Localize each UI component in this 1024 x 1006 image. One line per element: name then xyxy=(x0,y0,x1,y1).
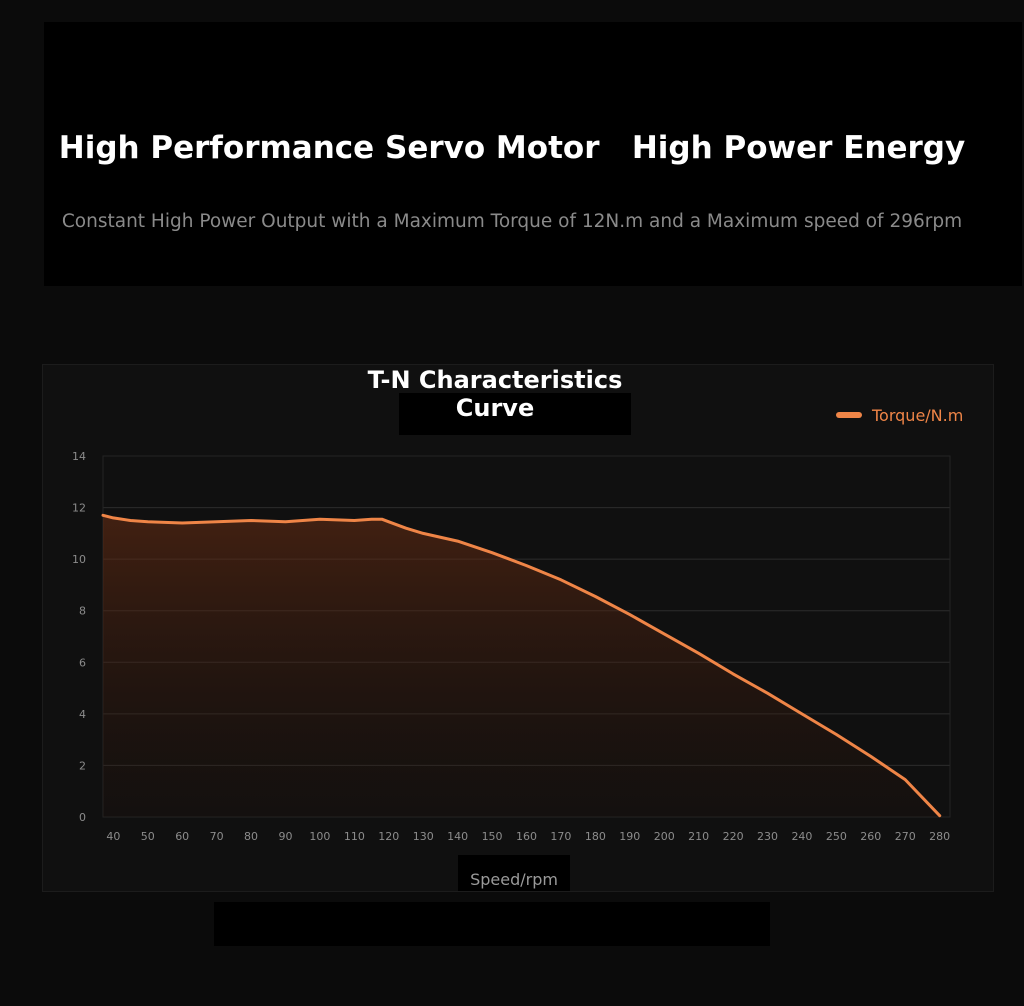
y-tick-label-10: 10 xyxy=(72,553,86,566)
x-tick-label-140: 140 xyxy=(447,830,468,843)
x-tick-label-260: 260 xyxy=(860,830,881,843)
x-tick-label-130: 130 xyxy=(413,830,434,843)
y-tick-label-4: 4 xyxy=(79,708,86,721)
headline: High Performance Servo Motor High Power … xyxy=(58,130,966,166)
x-tick-label-220: 220 xyxy=(723,830,744,843)
chart-title: T-N Characteristics Curve xyxy=(367,366,623,422)
y-tick-label-6: 6 xyxy=(79,656,86,669)
legend-swatch xyxy=(836,412,862,418)
x-axis-title: Speed/rpm xyxy=(470,870,558,889)
y-tick-label-2: 2 xyxy=(79,759,86,772)
y-tick-label-0: 0 xyxy=(79,811,86,824)
footer-shadow-block xyxy=(214,902,770,946)
x-tick-label-150: 150 xyxy=(482,830,503,843)
y-tick-label-12: 12 xyxy=(72,502,86,515)
x-tick-label-250: 250 xyxy=(826,830,847,843)
legend-label: Torque/N.m xyxy=(872,405,964,425)
x-tick-label-160: 160 xyxy=(516,830,537,843)
x-tick-label-210: 210 xyxy=(688,830,709,843)
legend: Torque/N.m xyxy=(836,404,963,426)
x-tick-label-50: 50 xyxy=(141,830,155,843)
x-tick-label-180: 180 xyxy=(585,830,606,843)
axis-title-shadow-block xyxy=(458,855,570,891)
x-tick-label-80: 80 xyxy=(244,830,258,843)
x-tick-label-70: 70 xyxy=(210,830,224,843)
x-tick-label-120: 120 xyxy=(378,830,399,843)
title-shadow-block xyxy=(399,393,631,435)
x-tick-label-60: 60 xyxy=(175,830,189,843)
x-tick-label-280: 280 xyxy=(929,830,950,843)
x-tick-label-110: 110 xyxy=(344,830,365,843)
y-tick-label-14: 14 xyxy=(72,450,86,463)
torque-line xyxy=(101,513,942,818)
y-tick-label-8: 8 xyxy=(79,605,86,618)
x-tick-label-40: 40 xyxy=(106,830,120,843)
x-tick-label-190: 190 xyxy=(619,830,640,843)
x-tick-label-170: 170 xyxy=(550,830,571,843)
x-tick-label-90: 90 xyxy=(278,830,292,843)
subline: Constant High Power Output with a Maximu… xyxy=(61,211,963,232)
x-tick-label-240: 240 xyxy=(791,830,812,843)
x-tick-label-230: 230 xyxy=(757,830,778,843)
header-panel xyxy=(44,22,1022,286)
x-tick-label-200: 200 xyxy=(654,830,675,843)
torque-area xyxy=(103,515,940,817)
x-tick-label-270: 270 xyxy=(895,830,916,843)
x-tick-label-100: 100 xyxy=(309,830,330,843)
